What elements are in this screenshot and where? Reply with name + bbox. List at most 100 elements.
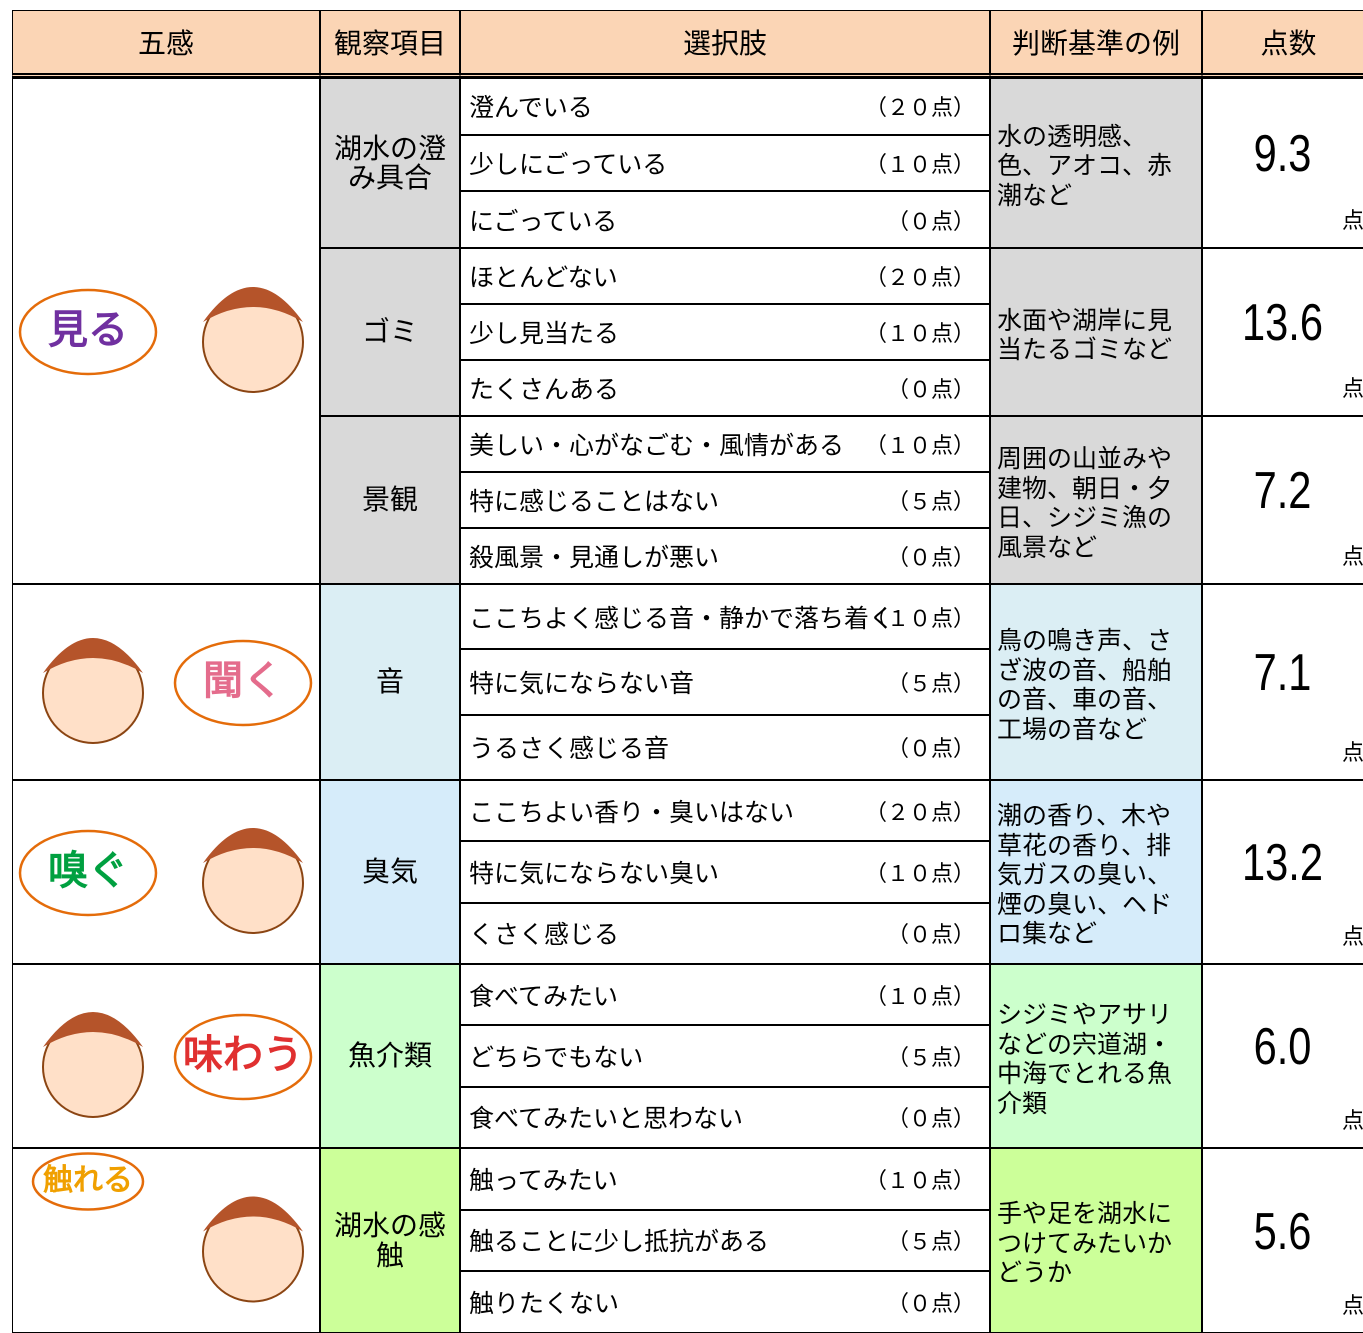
criteria: 鳥の鳴き声、さざ波の音、船舶の音、車の音、工場の音など: [990, 584, 1202, 780]
score: 5.6: [1219, 1202, 1346, 1262]
choice-text: 美しい・心がなごむ・風情がある: [469, 426, 844, 462]
choice-points: （０点）: [887, 731, 975, 763]
choice: うるさく感じる音 （０点）: [460, 715, 990, 780]
choice-text: 特に気にならない音: [469, 664, 694, 700]
illustration: 見る: [13, 79, 320, 584]
choice: 特に感じることはない（５点）: [460, 472, 990, 528]
sense-cell: 嗅ぐ: [12, 780, 320, 964]
choice: 特に気にならない音（５点）: [460, 649, 990, 714]
criteria: 潮の香り、木や草花の香り、排気ガスの臭い、煙の臭い、ヘドロ集など: [990, 780, 1202, 964]
choice-points: （５点）: [887, 484, 975, 516]
choice-points: （２０点）: [865, 90, 975, 122]
choice-points: （５点）: [887, 1224, 975, 1256]
score-unit: 点: [1342, 735, 1363, 767]
choice-text: 触りたくない: [469, 1284, 619, 1320]
score-unit: 点: [1342, 919, 1363, 951]
header-cell: 五感: [12, 10, 320, 78]
choice: 美しい・心がなごむ・風情がある （１０点）: [460, 416, 990, 472]
choice-points: （１０点）: [865, 147, 975, 179]
choice: 食べてみたいと思わない （０点）: [460, 1087, 990, 1148]
choice-text: 触ってみたい: [469, 1161, 618, 1197]
score-unit: 点: [1342, 203, 1363, 235]
choice-text: うるさく感じる音: [469, 729, 669, 765]
choice: どちらでもない（５点）: [460, 1025, 990, 1086]
criteria: 水の透明感、色、アオコ、赤潮など: [990, 78, 1202, 248]
choice-points: （１０点）: [865, 856, 975, 888]
item-name: 湖水の澄み具合: [320, 78, 460, 248]
criteria: シジミやアサリなどの宍道湖・中海でとれる魚介類: [990, 964, 1202, 1148]
illustration: 味わう: [13, 965, 320, 1148]
choice-points: （０点）: [887, 372, 975, 404]
choice-points: （１０点）: [865, 1163, 975, 1195]
header-cell: 点数: [1202, 10, 1363, 78]
choice-points: （１０点）: [865, 316, 975, 348]
choice-points: （０点）: [887, 1101, 975, 1133]
choice-points: （０点）: [887, 1286, 975, 1318]
score-unit: 点: [1342, 371, 1363, 403]
choice-text: 触ることに少し抵抗がある: [469, 1222, 769, 1258]
score-cell: 9.3 点: [1202, 78, 1363, 248]
item-name: 音: [320, 584, 460, 780]
criteria: 手や足を湖水につけてみたいかどうか: [990, 1148, 1202, 1333]
choice-text: ここちよい香り・臭いはない: [469, 793, 794, 829]
choice-text: 澄んでいる: [469, 88, 593, 124]
score: 13.6: [1219, 293, 1346, 353]
sense-cell: 見る: [12, 78, 320, 584]
choice-text: くさく感じる: [469, 915, 619, 951]
choice-text: 食べてみたい: [469, 977, 618, 1013]
choice-text: 食べてみたいと思わない: [469, 1099, 743, 1135]
criteria: 水面や湖岸に見当たるゴミなど: [990, 248, 1202, 416]
choice-points: （１０点）: [865, 979, 975, 1011]
choice: 少し見当たる （１０点）: [460, 304, 990, 360]
choice-text: 少しにごっている: [469, 145, 667, 181]
choice-text: どちらでもない: [469, 1038, 643, 1074]
choice: 殺風景・見通しが悪い （０点）: [460, 528, 990, 584]
choice: 少しにごっている （１０点）: [460, 135, 990, 192]
sense-cell: 聞く: [12, 584, 320, 780]
choice-points: （０点）: [887, 917, 975, 949]
choice: くさく感じる （０点）: [460, 903, 990, 964]
illustration: 触れる: [13, 1149, 320, 1333]
page: 五感観察項目選択肢判断基準の例点数 見る湖水の澄み具合澄んでいる（２０点）少しに…: [0, 0, 1363, 1333]
choice-text: にごっている: [469, 202, 617, 238]
choice: たくさんある （０点）: [460, 360, 990, 416]
item-name: 景観: [320, 416, 460, 584]
item-name: 湖水の感触: [320, 1148, 460, 1333]
choice: 澄んでいる （２０点）: [460, 78, 990, 135]
score: 9.3: [1219, 124, 1346, 184]
score-cell: 7.2点: [1202, 416, 1363, 584]
score: 7.2: [1219, 461, 1346, 521]
sense-label: 味わう: [183, 1032, 303, 1078]
header-cell: 判断基準の例: [990, 10, 1202, 78]
choice-text: 少し見当たる: [469, 314, 619, 350]
item-name: ゴミ: [320, 248, 460, 416]
choice-text: ここちよく感じる音・静かで落ち着く: [469, 599, 894, 635]
sense-cell: 味わう: [12, 964, 320, 1148]
choice: ほとんどない（２０点）: [460, 248, 990, 304]
sense-label: 触れる: [43, 1163, 133, 1198]
choice: 特に気にならない臭い （１０点）: [460, 841, 990, 902]
choice-points: （２０点）: [865, 260, 975, 292]
criteria: 周囲の山並みや建物、朝日・夕日、シジミ漁の風景など: [990, 416, 1202, 584]
sense-label: 聞く: [203, 658, 283, 704]
choice-points: （１０点）: [865, 601, 975, 633]
choice-points: （０点）: [887, 204, 975, 236]
score-cell: 7.1点: [1202, 584, 1363, 780]
choice: ここちよい香り・臭いはない （２０点）: [460, 780, 990, 841]
choice-text: 殺風景・見通しが悪い: [469, 538, 719, 574]
choice-text: たくさんある: [469, 370, 619, 406]
choice-points: （１０点）: [865, 428, 975, 460]
header-cell: 観察項目: [320, 10, 460, 78]
choice-points: （２０点）: [865, 795, 975, 827]
score: 13.2: [1219, 833, 1346, 893]
choice: 触りたくない （０点）: [460, 1271, 990, 1333]
choice: 触ってみたい （１０点）: [460, 1148, 990, 1210]
score-cell: 13.2 点: [1202, 780, 1363, 964]
choice-text: 特に気にならない臭い: [469, 854, 719, 890]
score-unit: 点: [1342, 1103, 1363, 1135]
score-cell: 6.0 点: [1202, 964, 1363, 1148]
score: 6.0: [1219, 1017, 1346, 1077]
choice-points: （０点）: [887, 540, 975, 572]
choice: 食べてみたい （１０点）: [460, 964, 990, 1025]
